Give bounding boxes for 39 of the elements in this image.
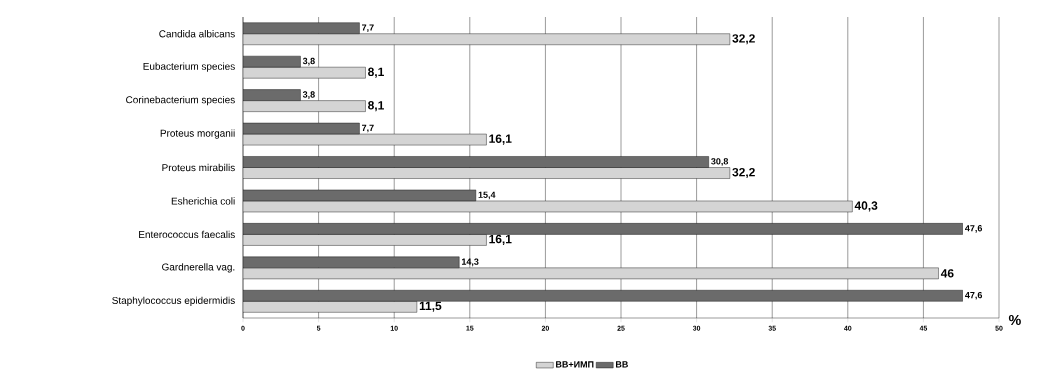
x-axis-title: % bbox=[1008, 314, 1021, 326]
y-tick-label: Candida albicans bbox=[159, 30, 235, 38]
bar bbox=[243, 33, 731, 45]
data-label: 40,3 bbox=[854, 201, 878, 212]
y-tick-label: Staphylococcus epidermidis bbox=[112, 296, 235, 306]
bar bbox=[243, 256, 460, 269]
bar bbox=[243, 267, 939, 280]
y-tick-label: Esherichia coli bbox=[171, 197, 235, 205]
data-label: 32,2 bbox=[732, 34, 755, 45]
y-tick-label: Corinebacterium species bbox=[126, 95, 235, 106]
bar bbox=[243, 223, 963, 235]
data-label: 47,6 bbox=[965, 291, 983, 300]
legend-label: ВВ+ИМП bbox=[556, 361, 594, 368]
y-tick-label: Proteus mirabilis bbox=[162, 163, 235, 172]
data-label: 15,4 bbox=[478, 191, 496, 200]
data-label: 16,1 bbox=[489, 234, 512, 245]
data-label: 14,3 bbox=[461, 258, 479, 267]
data-label: 46 bbox=[940, 269, 954, 278]
data-label: 16,1 bbox=[489, 134, 512, 145]
data-label: 3,8 bbox=[302, 91, 315, 99]
data-label: 8,1 bbox=[368, 67, 384, 78]
legend-label: ВВ bbox=[615, 361, 628, 368]
bar bbox=[243, 167, 731, 179]
y-tick-label: Eubacterium species bbox=[143, 62, 235, 72]
bar bbox=[243, 156, 709, 168]
bar bbox=[243, 301, 418, 313]
data-label: 11,5 bbox=[419, 301, 442, 312]
data-label: 3,8 bbox=[302, 57, 315, 66]
y-tick-label: Enterococcus faecalis bbox=[139, 230, 235, 239]
data-label: 47,6 bbox=[965, 225, 983, 233]
data-label: 7,7 bbox=[362, 124, 374, 133]
data-label: 30,8 bbox=[711, 158, 729, 166]
y-tick-label: Proteus morganii bbox=[160, 129, 235, 139]
bar bbox=[243, 234, 487, 246]
y-tick-label: Gardnerella vag. bbox=[162, 263, 235, 273]
data-label: 7,7 bbox=[362, 24, 374, 32]
data-label: 32,2 bbox=[732, 167, 755, 179]
bar bbox=[243, 290, 963, 302]
data-label: 8,1 bbox=[368, 101, 384, 112]
